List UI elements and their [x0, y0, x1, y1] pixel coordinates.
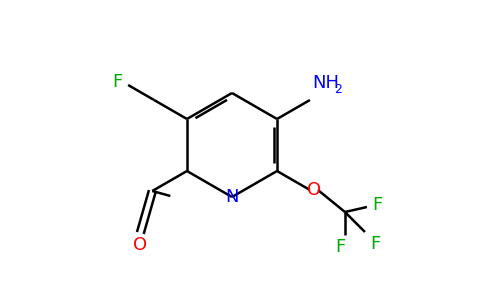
- Text: F: F: [370, 235, 380, 253]
- Text: O: O: [133, 236, 148, 254]
- Text: 2: 2: [334, 83, 342, 96]
- Text: F: F: [112, 73, 122, 91]
- Text: O: O: [307, 181, 321, 199]
- Text: F: F: [335, 238, 345, 256]
- Text: N: N: [225, 188, 239, 206]
- Text: NH: NH: [312, 74, 339, 92]
- Text: F: F: [372, 196, 382, 214]
